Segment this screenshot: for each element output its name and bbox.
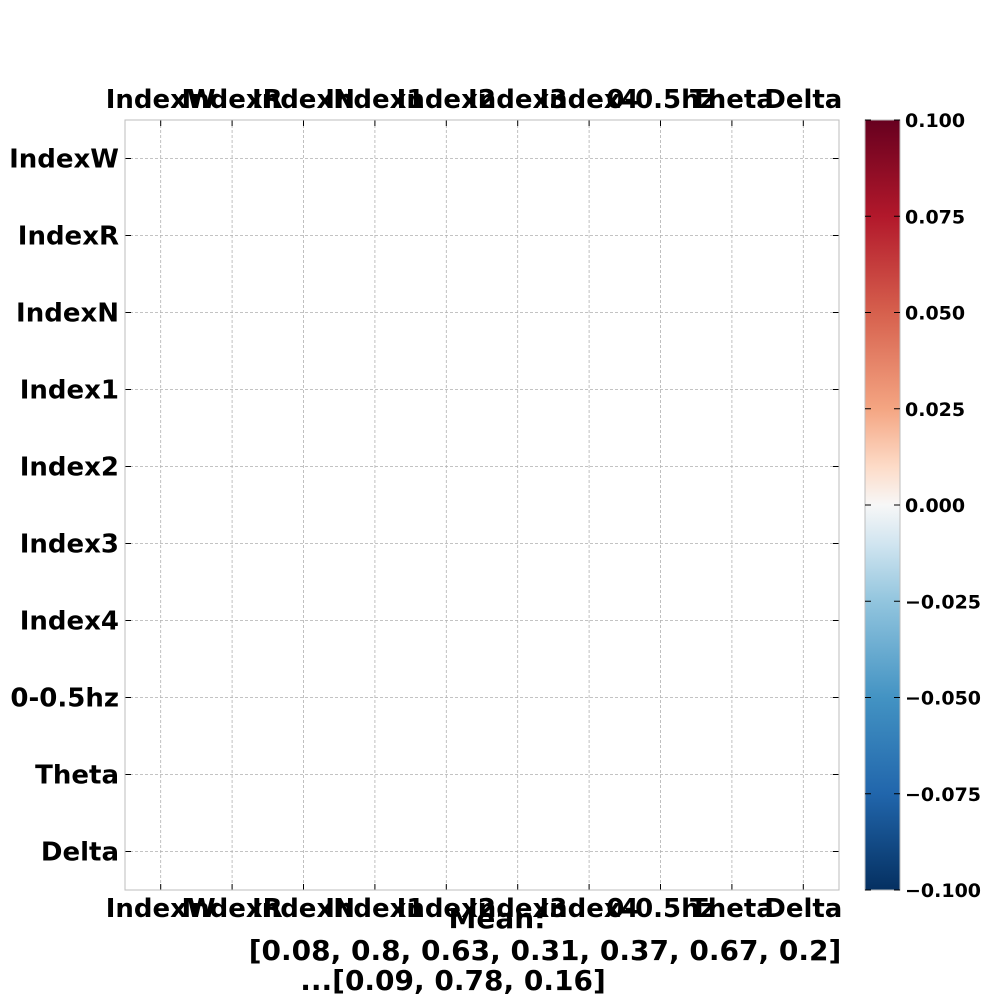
colorbar-tick-label: 0.000: [905, 495, 965, 517]
y-tick-label: Index2: [20, 453, 119, 483]
y-tick-label: IndexR: [18, 222, 119, 252]
colorbar-tick-label: 0.075: [905, 206, 965, 228]
colorbar-tick-label: 0.100: [905, 110, 965, 132]
y-tick-label: Index3: [20, 530, 119, 560]
x-tick-label-bottom: Theta: [690, 894, 774, 924]
x-tick-label-bottom: Index2: [397, 894, 496, 924]
y-tick-label: Theta: [35, 761, 119, 791]
y-tick-label: Index4: [20, 607, 119, 637]
x-tick-label-bottom: IndexW: [106, 894, 216, 924]
colorbar-tick-label: −0.075: [905, 784, 981, 806]
x-tick-label-top: Index1: [325, 85, 424, 115]
plot-area: [125, 120, 839, 890]
y-tick-label: Delta: [41, 838, 119, 868]
colorbar-ticks: 0.100 0.075 0.050 0.025 0.000 −0.025 −0.050 −0.…: [865, 110, 981, 902]
y-tick-label: IndexW: [9, 145, 119, 175]
y-tick-labels: IndexW IndexR IndexN Index1 Index2 Index3 Inde…: [9, 145, 119, 868]
x-tick-label-top: IndexW: [106, 85, 216, 115]
x-tick-label-bottom: Index4: [539, 894, 638, 924]
x-tick-label-top: Delta: [764, 85, 842, 115]
caption-line-3: ...[0.09, 0.78, 0.16]: [300, 964, 606, 997]
grid-layer: [125, 120, 839, 890]
x-tick-label-bottom: Index3: [468, 894, 567, 924]
x-tick-labels-bottom: IndexWIndexRIndexNIndex1Index2Index3Inde…: [106, 894, 843, 924]
ticks-layer: [125, 120, 839, 890]
x-tick-label-bottom: IndexN: [252, 894, 355, 924]
x-tick-label-bottom: IndexR: [181, 894, 282, 924]
colorbar-tick-label: −0.025: [905, 591, 981, 613]
colorbar-tick-label: −0.100: [905, 880, 981, 902]
y-tick-label: Index1: [20, 376, 119, 406]
x-tick-labels-top: IndexWIndexRIndexNIndex1Index2Index3Inde…: [106, 85, 843, 115]
x-tick-label-top: 0-0.5hz: [606, 85, 715, 115]
x-tick-label-top: Index2: [397, 85, 496, 115]
x-tick-label-top: IndexR: [181, 85, 282, 115]
colorbar-tick-label: 0.025: [905, 399, 965, 421]
x-tick-label-bottom: Index1: [325, 894, 424, 924]
colorbar-tick-label: 0.050: [905, 303, 965, 325]
y-tick-label: IndexN: [16, 299, 119, 329]
caption-line-1: Mean:: [449, 902, 546, 935]
y-tick-label: 0-0.5hz: [10, 684, 119, 714]
caption: Mean: [0.08, 0.8, 0.63, 0.31, 0.37, 0.67…: [249, 902, 842, 997]
x-tick-label-bottom: 0-0.5hz: [606, 894, 715, 924]
caption-line-2: [0.08, 0.8, 0.63, 0.31, 0.37, 0.67, 0.2]: [249, 934, 842, 967]
x-tick-label-bottom: Delta: [764, 894, 842, 924]
x-tick-label-top: Theta: [690, 85, 774, 115]
plot-frame: [124, 119, 840, 891]
x-tick-label-top: Index3: [468, 85, 567, 115]
x-tick-label-top: Index4: [539, 85, 638, 115]
x-tick-label-top: IndexN: [252, 85, 355, 115]
colorbar-tick-label: −0.050: [905, 688, 981, 710]
